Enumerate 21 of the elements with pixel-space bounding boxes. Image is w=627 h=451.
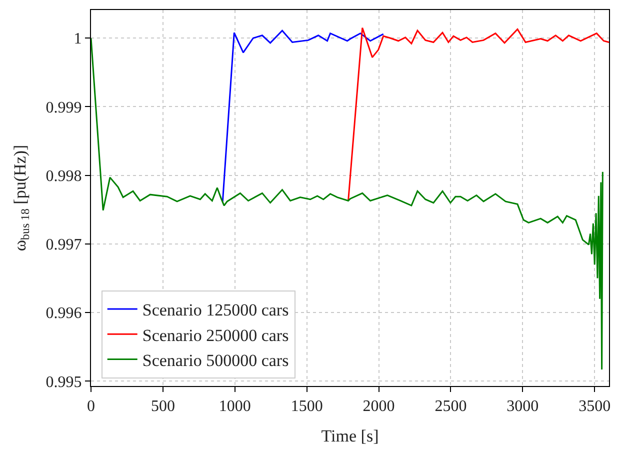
x-tick-label: 3000 [506,398,539,416]
x-tick-label: 1500 [290,398,323,416]
line-series [222,30,384,202]
x-tick-label: 3500 [578,398,611,416]
legend-label: Scenario 250000 cars [142,326,289,345]
y-tick-label: 0.997 [46,236,82,254]
line-series [348,27,609,202]
legend-label: Scenario 500000 cars [142,350,289,370]
x-tick-label: 500 [150,398,175,416]
x-tick-label: 2000 [362,398,395,416]
y-tick-label: 1 [74,30,82,48]
y-tick-label: 0.995 [46,374,82,391]
y-tick-label: 0.998 [46,168,82,185]
x-axis-title: Time [s] [321,426,379,446]
legend-label: Scenario 125000 cars [142,300,289,320]
y-tick-label: 0.996 [46,305,82,322]
x-tick-label: 0 [87,398,95,416]
x-tick-label: 2500 [434,398,467,416]
y-tick-label: 0.999 [46,99,82,116]
line-series [91,37,604,370]
x-tick-label: 1000 [218,398,251,416]
